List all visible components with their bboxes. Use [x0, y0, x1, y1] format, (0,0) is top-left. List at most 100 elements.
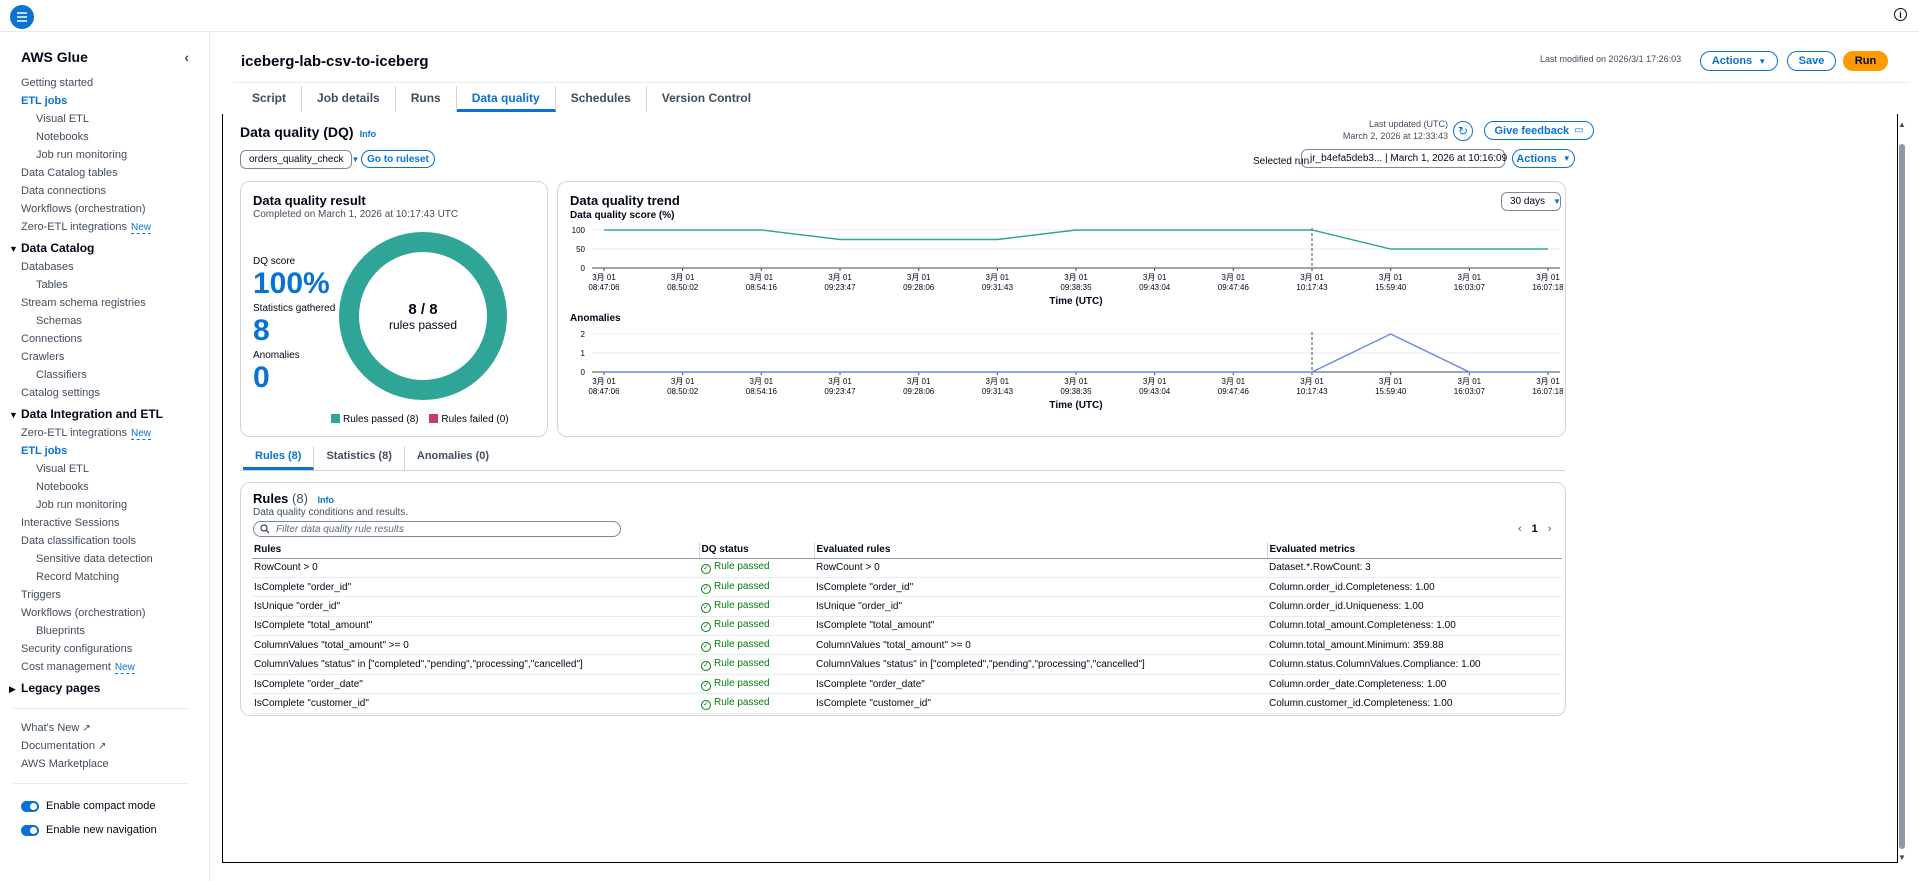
table-cell: RowCount > 0: [252, 558, 699, 578]
ruleset-select[interactable]: orders_quality_check ▼: [240, 150, 359, 169]
sidebar-item-label: Data Catalog tables: [21, 167, 118, 179]
sidebar-item[interactable]: Job run monitoring: [21, 146, 209, 164]
sidebar-item[interactable]: Interactive Sessions: [21, 514, 209, 532]
rules-filter-input[interactable]: Filter data quality rule results: [253, 521, 621, 537]
x-tick-label: 09:28:06: [903, 283, 935, 292]
menu-icon[interactable]: [10, 5, 34, 29]
sidebar-section-label: Data Catalog: [21, 241, 95, 255]
sidebar-item[interactable]: Data classification tools: [21, 532, 209, 550]
check-circle-icon: ✓: [701, 680, 711, 691]
stats-label: Statistics gathered: [253, 303, 336, 314]
new-badge: New: [130, 428, 151, 440]
sidebar-link[interactable]: AWS Marketplace: [21, 755, 209, 773]
tab-job-details[interactable]: Job details: [302, 86, 396, 112]
subtab-anomalies[interactable]: Anomalies (0): [416, 450, 490, 462]
top-bar: i: [0, 0, 1919, 32]
sidebar-item[interactable]: Notebooks: [21, 128, 209, 146]
status-text: Rule passed: [714, 561, 770, 573]
table-cell: Column.order_id.Completeness: 1.00: [1267, 577, 1562, 598]
x-tick-label: 3月 01: [907, 377, 931, 386]
sidebar-item[interactable]: Security configurations: [21, 640, 209, 658]
sidebar-item[interactable]: Zero-ETL integrations New: [21, 218, 209, 236]
subtab-statistics[interactable]: Statistics (8): [314, 446, 405, 470]
sidebar-item[interactable]: Data connections: [21, 182, 209, 200]
rules-info-link[interactable]: Info: [317, 495, 335, 505]
selected-run-select[interactable]: jr_b4efa5deb3... | March 1, 2026 at 10:1…: [1301, 149, 1523, 168]
info-icon[interactable]: i: [1894, 8, 1907, 21]
sidebar-item[interactable]: Databases: [21, 258, 209, 276]
sidebar-section[interactable]: ▶ Legacy pages: [9, 678, 209, 698]
x-tick-label: 16:03:07: [1454, 387, 1486, 396]
scroll-down-icon[interactable]: ▼: [1898, 853, 1906, 862]
sidebar-item[interactable]: Workflows (orchestration): [21, 200, 209, 218]
dq-result-panel: Data quality result Completed on March 1…: [240, 181, 548, 437]
sidebar-item[interactable]: Stream schema registries: [21, 294, 209, 312]
tab-script[interactable]: Script: [237, 86, 303, 112]
scrollbar[interactable]: ▲ ▼: [1896, 114, 1908, 864]
run-actions-button[interactable]: Actions ▼: [1512, 149, 1575, 168]
sidebar-item[interactable]: Visual ETL: [21, 110, 209, 128]
sidebar-section[interactable]: ▼ Data Integration and ETL: [9, 404, 209, 424]
tab-version-control[interactable]: Version Control: [661, 91, 752, 105]
sidebar-item-label: Databases: [21, 261, 74, 273]
sidebar-section[interactable]: ▼ Data Catalog: [9, 238, 209, 258]
prev-page-icon[interactable]: ‹: [1518, 523, 1522, 535]
series-line: [604, 333, 1548, 373]
actions-button[interactable]: Actions ▼: [1700, 51, 1778, 71]
sidebar-item[interactable]: Zero-ETL integrations New: [21, 424, 209, 442]
status-text: Rule passed: [714, 599, 770, 611]
sidebar-item[interactable]: Cost management New: [21, 658, 209, 676]
sidebar-item[interactable]: Sensitive data detection: [21, 550, 209, 568]
sidebar-item[interactable]: Connections: [21, 330, 209, 348]
save-button[interactable]: Save: [1787, 51, 1836, 71]
sidebar-item[interactable]: Blueprints: [21, 622, 209, 640]
x-tick-label: 09:31:43: [982, 387, 1014, 396]
subtab-divider: [240, 470, 1565, 471]
sidebar-item[interactable]: Visual ETL: [21, 460, 209, 478]
subtab-rules[interactable]: Rules (8): [243, 446, 315, 470]
sidebar-item[interactable]: ETL jobs: [21, 92, 209, 110]
sidebar-item[interactable]: Catalog settings: [21, 384, 209, 402]
sidebar-item[interactable]: Crawlers: [21, 348, 209, 366]
sidebar-item-label: Stream schema registries: [21, 297, 146, 309]
data-quality-view: Data quality (DQ) Info Last updated (UTC)…: [222, 114, 1898, 863]
dq-info-link[interactable]: Info: [359, 129, 377, 139]
sidebar-item[interactable]: Notebooks: [21, 478, 209, 496]
range-select[interactable]: 30 days ▼: [1501, 192, 1561, 211]
toggle-switch[interactable]: [21, 800, 39, 812]
x-tick-label: 3月 01: [1064, 273, 1088, 282]
sidebar-item-label: Job run monitoring: [36, 499, 128, 511]
give-feedback-button[interactable]: Give feedback ▭: [1484, 121, 1594, 140]
sidebar-item[interactable]: Schemas: [21, 312, 209, 330]
x-tick-label: 16:03:07: [1454, 283, 1486, 292]
current-page[interactable]: 1: [1531, 523, 1538, 535]
sidebar-item[interactable]: Tables: [21, 276, 209, 294]
next-page-icon[interactable]: ›: [1547, 523, 1552, 535]
run-button[interactable]: Run: [1843, 51, 1888, 71]
sidebar-item[interactable]: Triggers: [21, 586, 209, 604]
actions-label: Actions: [1711, 55, 1753, 67]
tab-schedules[interactable]: Schedules: [556, 86, 647, 112]
sidebar-item[interactable]: Job run monitoring: [21, 496, 209, 514]
rules-title: Rules: [253, 491, 289, 506]
tab-data-quality[interactable]: Data quality: [456, 86, 556, 112]
sidebar-link-label: Documentation: [21, 740, 95, 752]
sidebar-item[interactable]: Data Catalog tables: [21, 164, 209, 182]
tab-runs[interactable]: Runs: [396, 86, 457, 112]
sidebar-link[interactable]: What's New ↗: [21, 719, 209, 737]
sidebar-item[interactable]: Workflows (orchestration): [21, 604, 209, 622]
toggle-switch[interactable]: [21, 824, 39, 836]
sidebar-item[interactable]: Classifiers: [21, 366, 209, 384]
go-to-ruleset-button[interactable]: Go to ruleset: [361, 150, 435, 168]
sidebar-item[interactable]: Record Matching: [21, 568, 209, 586]
check-circle-icon: ✓: [701, 661, 711, 672]
sidebar-link[interactable]: Documentation ↗: [21, 737, 209, 755]
scrollbar-thumb[interactable]: [1899, 144, 1905, 849]
data-point: [1547, 371, 1550, 374]
data-point: [760, 371, 763, 374]
collapse-sidebar-icon[interactable]: ‹: [184, 49, 189, 65]
scroll-up-icon[interactable]: ▲: [1898, 120, 1906, 129]
sidebar-item[interactable]: Getting started: [21, 74, 209, 92]
sidebar-item[interactable]: ETL jobs: [21, 442, 209, 460]
refresh-icon[interactable]: ↻: [1453, 121, 1473, 141]
